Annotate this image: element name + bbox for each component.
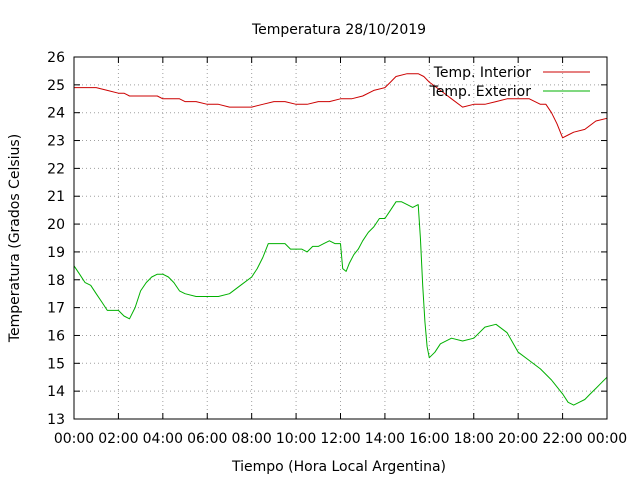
x-tick-label: 06:00 <box>187 431 227 447</box>
y-tick-label: 23 <box>47 134 65 150</box>
x-tick-label: 20:00 <box>498 431 538 447</box>
legend-label: Temp. Interior <box>433 65 532 81</box>
x-tick-label: 08:00 <box>231 431 271 447</box>
legend-label: Temp. Exterior <box>429 84 532 100</box>
legend: Temp. Interior Temp. Exterior <box>429 65 590 100</box>
grid-lines <box>74 57 607 419</box>
y-axis-label: Temperatura (Grados Celsius) <box>7 134 23 343</box>
x-tick-label: 18:00 <box>454 431 494 447</box>
x-tick-label: 00:00 <box>54 431 94 447</box>
series-line-interior <box>74 73 608 139</box>
y-tick-label: 22 <box>47 161 65 177</box>
x-axis-label: Tiempo (Hora Local Argentina) <box>231 459 446 475</box>
y-tick-label: 18 <box>47 273 65 289</box>
x-tick-label: 10:00 <box>276 431 316 447</box>
x-tick-label: 14:00 <box>365 431 405 447</box>
y-tick-label: 13 <box>47 412 65 428</box>
x-tick-label: 16:00 <box>409 431 449 447</box>
x-tick-label: 22:00 <box>542 431 582 447</box>
x-tick-label: 04:00 <box>143 431 183 447</box>
y-tick-label: 16 <box>47 328 65 344</box>
chart-title: Temperatura 28/10/2019 <box>251 22 426 38</box>
y-tick-label: 26 <box>47 50 65 66</box>
series-line-exterior <box>73 201 608 406</box>
y-tick-label: 25 <box>47 78 65 94</box>
axis-ticks <box>73 56 608 420</box>
y-tick-label: 20 <box>47 217 65 233</box>
data-series <box>73 73 608 406</box>
y-tick-label: 15 <box>47 356 65 372</box>
x-tick-label: 00:00 <box>587 431 627 447</box>
x-tick-label: 02:00 <box>98 431 138 447</box>
x-tick-label: 12:00 <box>320 431 360 447</box>
x-tick-labels: 00:00 02:00 04:00 06:00 08:00 10:00 12:00 14:00… <box>54 431 627 447</box>
y-tick-label: 21 <box>47 189 65 205</box>
y-tick-label: 14 <box>47 384 65 400</box>
y-tick-label: 24 <box>47 106 65 122</box>
y-tick-label: 17 <box>47 301 65 317</box>
y-tick-label: 19 <box>47 245 65 261</box>
plot-frame <box>73 56 608 420</box>
y-tick-labels: 13 14 15 16 17 18 19 20 21 22 23 24 25 26 <box>47 50 65 428</box>
